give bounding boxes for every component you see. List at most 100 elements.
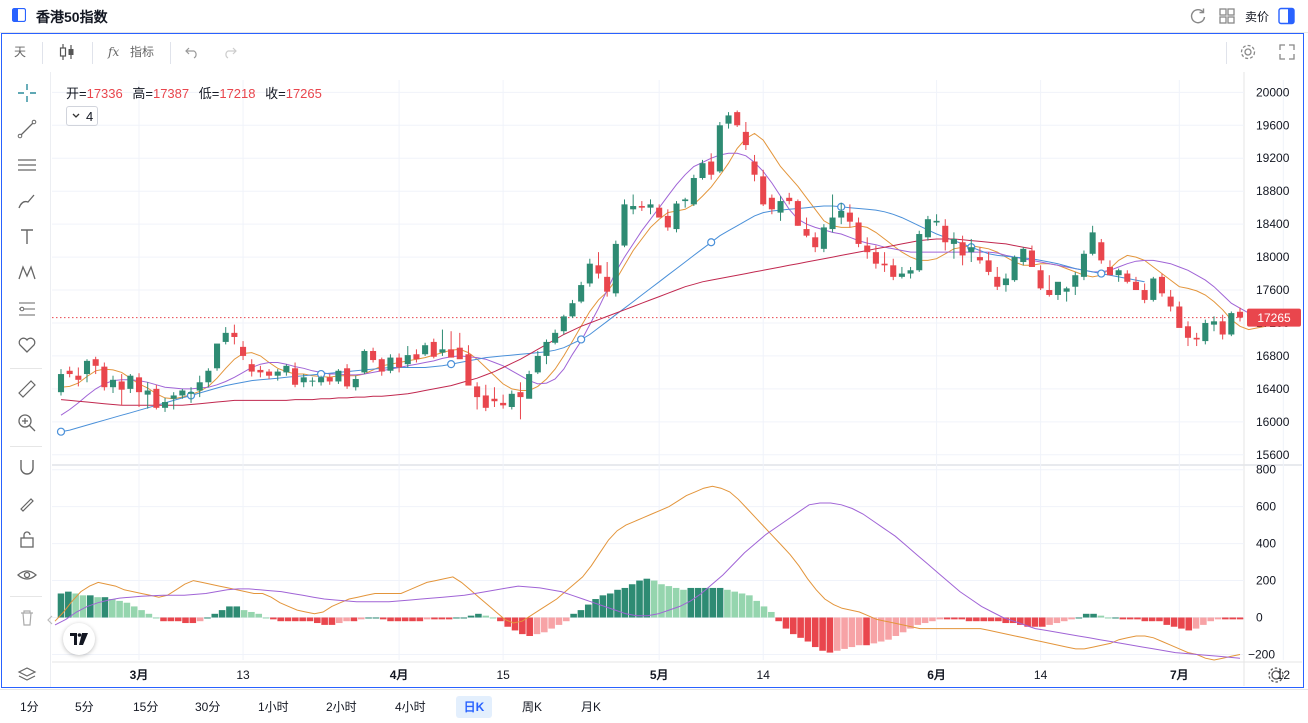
candle-body (378, 359, 385, 372)
macd-histogram-bar (94, 597, 101, 618)
candle-body (448, 349, 455, 358)
candle-body (1115, 270, 1122, 276)
candle-body (1011, 257, 1018, 281)
horizontal-lines-icon[interactable] (16, 154, 38, 176)
timeframe-1h[interactable]: 1小时 (258, 700, 289, 714)
delete-trash-icon[interactable] (16, 606, 38, 628)
macd-histogram-bar (760, 606, 768, 618)
layers-icon[interactable] (16, 664, 38, 686)
macd-histogram-bar (233, 606, 241, 618)
settings-gear-icon[interactable] (1239, 43, 1257, 61)
function-fx-icon[interactable]: 𝑓x (108, 45, 120, 59)
candle-body (803, 229, 810, 236)
macd-histogram-bar (775, 617, 782, 622)
brush-icon[interactable] (16, 190, 38, 212)
timeframe-2h[interactable]: 2小时 (326, 700, 357, 714)
tradingview-logo[interactable] (63, 623, 95, 655)
time-tick-label: 6月 (927, 668, 946, 682)
macd-histogram-bar (606, 593, 614, 618)
undo-icon[interactable] (184, 45, 200, 59)
fullscreen-icon[interactable] (1278, 43, 1296, 61)
macd-signal-line (54, 502, 1241, 659)
candle-body (673, 203, 680, 230)
macd-histogram-bar (1082, 613, 1090, 618)
candle-body (387, 357, 394, 371)
timeframe-weekly[interactable]: 周K (522, 700, 543, 714)
macd-tick-label: 0 (1256, 611, 1263, 625)
candle-body (75, 375, 82, 380)
trend-line-icon[interactable] (16, 118, 38, 140)
eye-visibility-icon[interactable] (16, 564, 38, 586)
price-tick-label: 16000 (1256, 415, 1290, 429)
timeframe-daily[interactable]: 日K (456, 696, 492, 718)
favorites-heart-icon[interactable] (16, 334, 38, 356)
timeframe-5m[interactable]: 5分 (75, 700, 94, 714)
timeframe-15m[interactable]: 15分 (133, 700, 159, 714)
candle-body (1184, 326, 1192, 338)
macd-histogram-bar (284, 617, 292, 622)
time-tick-label: 5月 (650, 668, 669, 682)
crosshair-icon[interactable] (16, 82, 38, 104)
candle-body (517, 392, 524, 398)
low-label: 低= (198, 86, 220, 101)
right-panel-toggle-icon[interactable] (1278, 6, 1296, 26)
macd-histogram-bar (401, 617, 409, 622)
price-type-label[interactable]: 卖价 (1245, 10, 1270, 24)
timeframe-monthly[interactable]: 月K (581, 700, 602, 714)
timeframe-30m[interactable]: 30分 (195, 700, 221, 714)
zoom-in-icon[interactable] (16, 412, 38, 434)
interval-selector[interactable]: 天 (14, 45, 27, 59)
timeframe-4h[interactable]: 4小时 (395, 700, 426, 714)
macd-histogram-bar (343, 617, 350, 622)
drawing-mode-pencil-icon[interactable] (16, 492, 38, 514)
macd-histogram-bar (584, 604, 592, 618)
macd-histogram-bar (892, 617, 900, 636)
candle-body (101, 366, 108, 388)
redo-icon[interactable] (222, 45, 238, 59)
candle-body (534, 355, 541, 373)
macd-histogram-bar (797, 617, 804, 638)
macd-histogram-bar (665, 586, 673, 618)
candle-body (621, 204, 628, 246)
timeframe-1m[interactable]: 1分 (20, 700, 39, 714)
layout-grid-icon[interactable] (1217, 6, 1237, 26)
macd-histogram-bar (855, 617, 863, 646)
macd-histogram-bar (658, 584, 665, 618)
candle-body (864, 245, 871, 253)
text-tool-icon[interactable] (16, 226, 38, 248)
indicators-button[interactable]: 指标 (130, 45, 155, 59)
macd-histogram-bar (86, 595, 94, 618)
lock-icon[interactable] (16, 528, 38, 550)
axis-settings-icon-ring (1268, 667, 1284, 683)
ruler-icon[interactable] (16, 378, 38, 400)
refresh-icon[interactable] (1188, 6, 1208, 26)
macd-histogram-bar (951, 617, 958, 620)
macd-histogram-bar (936, 617, 944, 620)
candle-body (543, 341, 550, 356)
candle-body (413, 354, 420, 360)
panel-toggle-icon[interactable] (12, 8, 26, 22)
candle-body (370, 350, 377, 361)
collapse-toolbar-chevron-icon[interactable] (46, 614, 54, 626)
macd-histogram-bar (746, 595, 753, 618)
fibonacci-icon[interactable] (16, 298, 38, 320)
candle-type-icon[interactable] (58, 42, 76, 62)
candle-body (855, 222, 862, 244)
candle-body (1193, 337, 1200, 340)
candle-body (838, 210, 845, 218)
magnet-icon[interactable] (16, 456, 38, 478)
macd-histogram-bar (497, 617, 504, 622)
indicator-legend-toggle[interactable]: 4 (66, 106, 98, 126)
candle-body (1132, 281, 1140, 291)
pattern-icon[interactable] (16, 262, 38, 284)
axis-settings-icon (1271, 670, 1281, 680)
macd-histogram-bar (548, 617, 555, 629)
macd-tick-label: 600 (1256, 500, 1276, 514)
close-label: 收= (265, 86, 286, 101)
candle-body (751, 161, 758, 175)
toolbar-divider (10, 596, 42, 597)
macd-histogram-bar (1075, 617, 1083, 619)
candle-body (214, 343, 221, 369)
macd-histogram-bar (431, 617, 438, 620)
